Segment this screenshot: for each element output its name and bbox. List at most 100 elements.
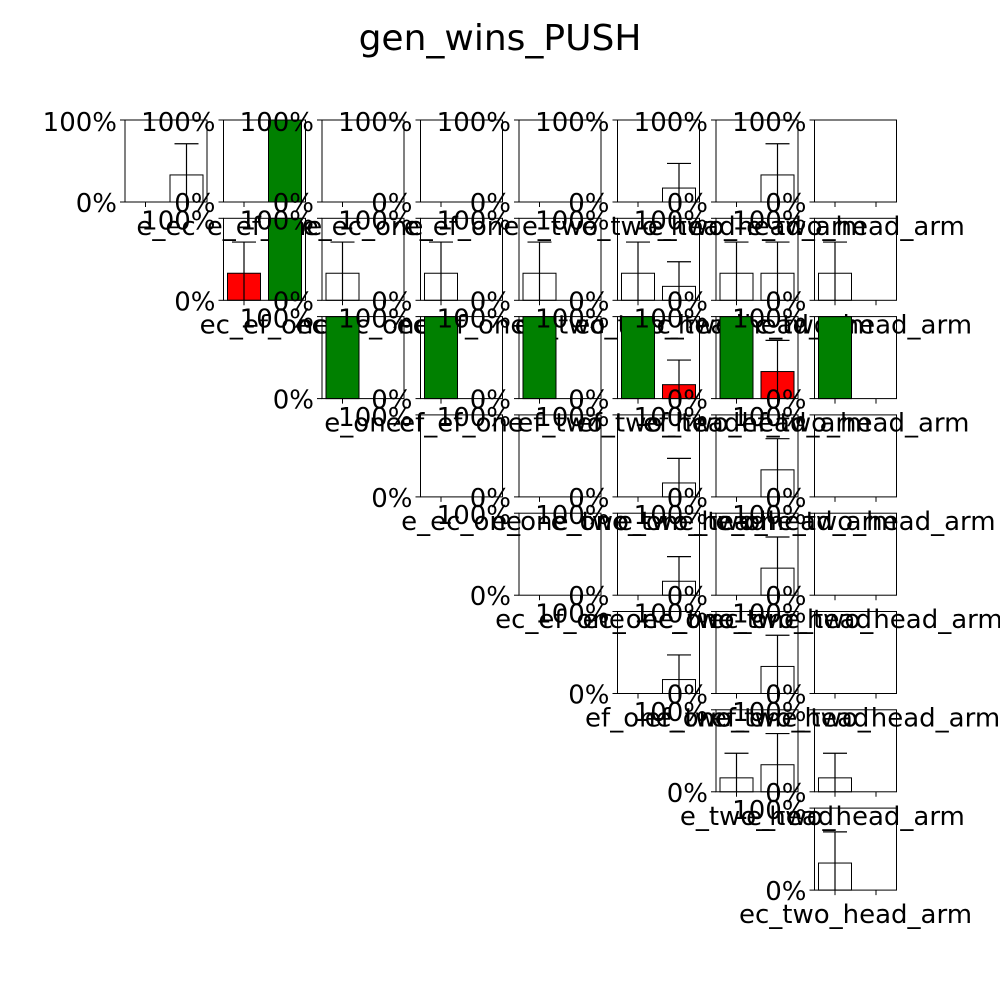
panel-frame (814, 414, 897, 498)
y-tick-label: 100% (634, 206, 708, 236)
panel-frame (321, 217, 405, 301)
panel-xlabel: ef_two_head_arm (742, 409, 970, 439)
panel-xlabel: e_ef_one (207, 212, 323, 242)
panel-xlabel: ec_two_head_arm (739, 900, 972, 930)
panel: 100%0%ec_one_two (535, 501, 734, 635)
y-tick-label: 100% (338, 206, 412, 236)
panel-frame (321, 119, 405, 203)
panel-frame (420, 316, 503, 400)
panel-xlabel: e_one_two (491, 507, 629, 537)
panel: 100%0%e_two_head_arm (732, 108, 965, 242)
y-tick-label: 100% (634, 403, 708, 433)
y-tick-label: 100% (43, 108, 117, 138)
panel: 100% 0%e_one_two (437, 403, 629, 537)
panel: 100%0%ec_two (437, 206, 606, 340)
y-tick-label: 0% (568, 484, 609, 514)
panel-frame (617, 611, 700, 694)
panel: 100%0%e_one_two_head_arm (715, 403, 995, 537)
y-tick-label: 0% (470, 386, 511, 416)
panel-xlabel: e_ec_one (303, 212, 424, 242)
panel-xlabel: e_one_two_head (551, 507, 767, 537)
y-tick-label: 0% (174, 189, 215, 219)
y-tick-label: 100% (338, 305, 412, 335)
y-tick-label: 100% (634, 698, 708, 728)
panel-frame (420, 119, 503, 203)
y-tick-label: 100% (732, 796, 806, 826)
panel-frame (715, 316, 799, 400)
panel: 100% 0%ec_two_head_arm (732, 796, 972, 930)
y-tick-label: 0% (765, 877, 806, 907)
y-tick-label: 0% (273, 386, 314, 416)
y-tick-label: 100% (732, 108, 806, 138)
y-tick-label: 0% (470, 189, 511, 219)
y-tick-label: 100% (240, 206, 314, 236)
panel-frame (715, 414, 799, 498)
y-tick-label: 100% (732, 206, 806, 236)
y-tick-label: 0% (765, 582, 806, 612)
panel-xlabel: e_one_two_head_arm (715, 507, 995, 537)
panel-xlabel: ec_two_head (574, 310, 743, 340)
bar (818, 316, 852, 400)
panel: 100% 0%e_one_two_head (535, 403, 766, 537)
bar (424, 316, 458, 400)
panel-xlabel: ef_two (517, 409, 603, 439)
y-tick-label: 0% (371, 287, 412, 317)
panel-frame (715, 611, 799, 694)
panel-frame (814, 512, 897, 596)
panel-frame (814, 316, 897, 400)
panel-frame (420, 414, 503, 498)
y-tick-label: 0% (568, 582, 609, 612)
panel: 100% 0% e_ec (43, 108, 208, 242)
panel-xlabel: ec_one_two_head_arm (708, 605, 1000, 635)
y-tick-label: 0% (667, 386, 708, 416)
panel-frame (715, 709, 799, 793)
panel-frame (814, 611, 897, 694)
y-tick-label: 0% (568, 189, 609, 219)
panel: 100%0%ef_two_head (535, 305, 740, 439)
panel-frame (518, 512, 602, 596)
panel-frame (715, 119, 799, 203)
panel-frame (124, 119, 208, 203)
y-tick-label: 100% (732, 501, 806, 531)
y-tick-label: 100% (634, 501, 708, 531)
y-tick-label: 0% (470, 484, 511, 514)
panel-xlabel: ef_two_head_arm (643, 409, 871, 439)
panel-frame (814, 217, 897, 301)
panel-frame (617, 316, 700, 400)
y-tick-label: 100% (240, 305, 314, 335)
y-tick-label: 0% (470, 582, 511, 612)
y-tick-label: 100% (141, 108, 215, 138)
y-tick-label: 100% (437, 403, 511, 433)
panel-frame (814, 807, 897, 891)
panel-xlabel: e_one_two_head_arm (617, 507, 897, 537)
panel-xlabel: ef_one_two_head (645, 704, 870, 734)
panel-frame (814, 119, 897, 203)
panel-xlabel: e_two_head_arm (746, 212, 965, 242)
y-tick-label: 0% (765, 386, 806, 416)
panel-frame (518, 316, 602, 400)
panel: 100%0%ef_two_head_arm (732, 305, 969, 439)
panel: 100%0%ef_one_two_head (634, 600, 870, 734)
panel-xlabel: ec_ec_one (296, 310, 431, 340)
panel: 100%0%ec_ef_one (338, 206, 526, 340)
y-tick-label: 0% (76, 189, 117, 219)
panel: 100%0%e_two_head (535, 108, 735, 242)
panel-xlabel: ec_ef_one (495, 605, 625, 635)
panel-frame (715, 512, 799, 596)
panel-xlabel: ef_one_two (585, 704, 732, 734)
y-tick-label: 0% (371, 386, 412, 416)
panel-frame (518, 119, 602, 203)
panel: 100%0%e_one_two_head_arm (617, 403, 897, 537)
panel: 100%0%ec_ef_one (437, 501, 625, 635)
panel: 100%0%e_ec_one (338, 403, 522, 537)
panel: 100%0%e_ef_one (338, 108, 519, 242)
panel: 100%0%e_two_head_arm (732, 698, 965, 832)
y-tick-label: 100% (240, 108, 314, 138)
panel-frame (617, 512, 700, 596)
panel-xlabel: ec_two_head_arm (739, 310, 972, 340)
y-tick-label: 100% (732, 698, 806, 728)
y-tick-label: 100% (634, 108, 708, 138)
panel: 100% 0% e_one (240, 305, 405, 439)
y-tick-label: 0% (273, 189, 314, 219)
panel: 100%0%ef_one_two (535, 600, 732, 734)
